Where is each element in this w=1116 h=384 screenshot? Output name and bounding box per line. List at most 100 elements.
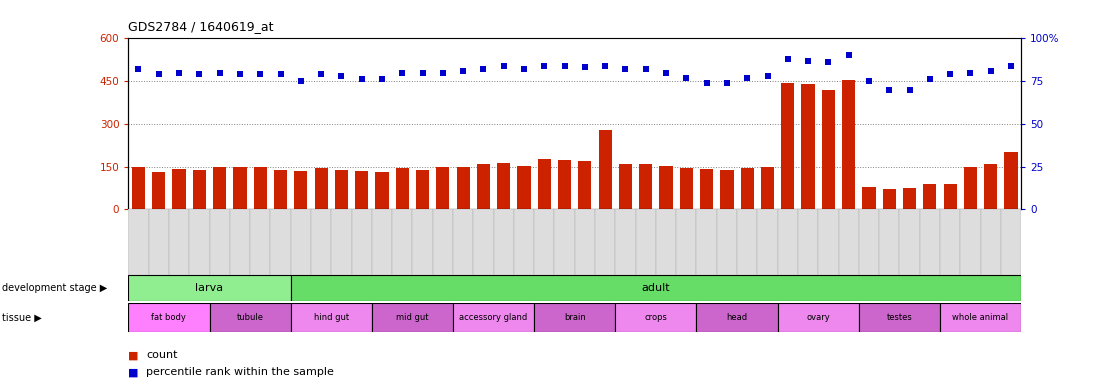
Bar xyxy=(210,209,230,275)
Bar xyxy=(132,167,145,209)
Point xyxy=(312,71,330,77)
Bar xyxy=(660,166,673,209)
Bar xyxy=(433,209,453,275)
Bar xyxy=(615,303,696,332)
Text: tubule: tubule xyxy=(237,313,263,322)
Bar xyxy=(801,84,815,209)
Bar xyxy=(148,209,169,275)
Bar xyxy=(233,167,247,209)
Text: ■: ■ xyxy=(128,367,138,377)
Bar xyxy=(558,160,571,209)
Point xyxy=(556,63,574,69)
Point xyxy=(779,56,797,62)
Bar xyxy=(720,170,733,209)
Bar xyxy=(758,209,778,275)
Bar xyxy=(636,209,656,275)
Bar xyxy=(737,209,758,275)
Bar xyxy=(295,171,307,209)
Bar xyxy=(290,303,372,332)
Point xyxy=(819,59,837,65)
Bar xyxy=(984,164,998,209)
Point xyxy=(211,70,229,76)
Bar xyxy=(700,169,713,209)
Bar xyxy=(555,209,575,275)
Bar xyxy=(210,303,290,332)
Point xyxy=(333,73,350,79)
Text: testes: testes xyxy=(886,313,912,322)
Point xyxy=(271,71,289,77)
Bar xyxy=(473,209,493,275)
Bar xyxy=(680,168,693,209)
Bar xyxy=(843,80,855,209)
Point xyxy=(150,71,167,77)
Point xyxy=(1002,63,1020,69)
Bar xyxy=(436,167,450,209)
Bar xyxy=(960,209,981,275)
Bar xyxy=(920,209,940,275)
Point xyxy=(921,76,939,83)
Bar xyxy=(290,209,311,275)
Bar xyxy=(497,163,510,209)
Bar xyxy=(372,303,453,332)
Bar xyxy=(696,303,778,332)
Bar xyxy=(879,209,899,275)
Point xyxy=(982,68,1000,74)
Bar xyxy=(656,209,676,275)
Point xyxy=(941,71,959,77)
Bar xyxy=(943,184,956,209)
Point xyxy=(231,71,249,77)
Bar xyxy=(453,209,473,275)
Point xyxy=(414,70,432,76)
Point xyxy=(434,70,452,76)
Point xyxy=(860,78,878,84)
Bar xyxy=(513,209,535,275)
Text: tissue ▶: tissue ▶ xyxy=(2,313,42,323)
Bar xyxy=(575,209,595,275)
Point xyxy=(881,87,898,93)
Point xyxy=(596,63,614,69)
Bar xyxy=(676,209,696,275)
Text: count: count xyxy=(146,350,177,360)
Text: hind gut: hind gut xyxy=(314,313,349,322)
Bar xyxy=(981,209,1001,275)
Point xyxy=(839,52,857,58)
Bar xyxy=(273,170,287,209)
Point xyxy=(393,70,411,76)
Bar xyxy=(741,168,753,209)
Point xyxy=(536,63,554,69)
Text: crops: crops xyxy=(644,313,667,322)
Bar xyxy=(940,209,960,275)
Point xyxy=(170,70,187,76)
Point xyxy=(353,76,371,83)
Bar xyxy=(250,209,270,275)
Bar xyxy=(335,170,348,209)
Bar xyxy=(290,275,1021,301)
Point xyxy=(962,70,980,76)
Bar xyxy=(477,164,490,209)
Bar xyxy=(781,83,795,209)
Bar xyxy=(518,166,530,209)
Bar xyxy=(128,275,290,301)
Point xyxy=(251,71,269,77)
Point xyxy=(799,58,817,64)
Bar xyxy=(883,189,896,209)
Point xyxy=(292,78,310,84)
Bar xyxy=(352,209,372,275)
Bar xyxy=(859,303,940,332)
Bar xyxy=(413,209,433,275)
Bar xyxy=(761,167,775,209)
Text: brain: brain xyxy=(564,313,586,322)
Text: whole animal: whole animal xyxy=(952,313,1009,322)
Bar xyxy=(416,170,430,209)
Point xyxy=(739,74,757,81)
Bar xyxy=(964,167,976,209)
Bar xyxy=(863,187,876,209)
Bar xyxy=(190,209,210,275)
Bar xyxy=(578,161,591,209)
Text: GDS2784 / 1640619_at: GDS2784 / 1640619_at xyxy=(128,20,273,33)
Text: mid gut: mid gut xyxy=(396,313,429,322)
Point xyxy=(718,80,735,86)
Text: larva: larva xyxy=(195,283,223,293)
Point xyxy=(454,68,472,74)
Bar xyxy=(355,171,368,209)
